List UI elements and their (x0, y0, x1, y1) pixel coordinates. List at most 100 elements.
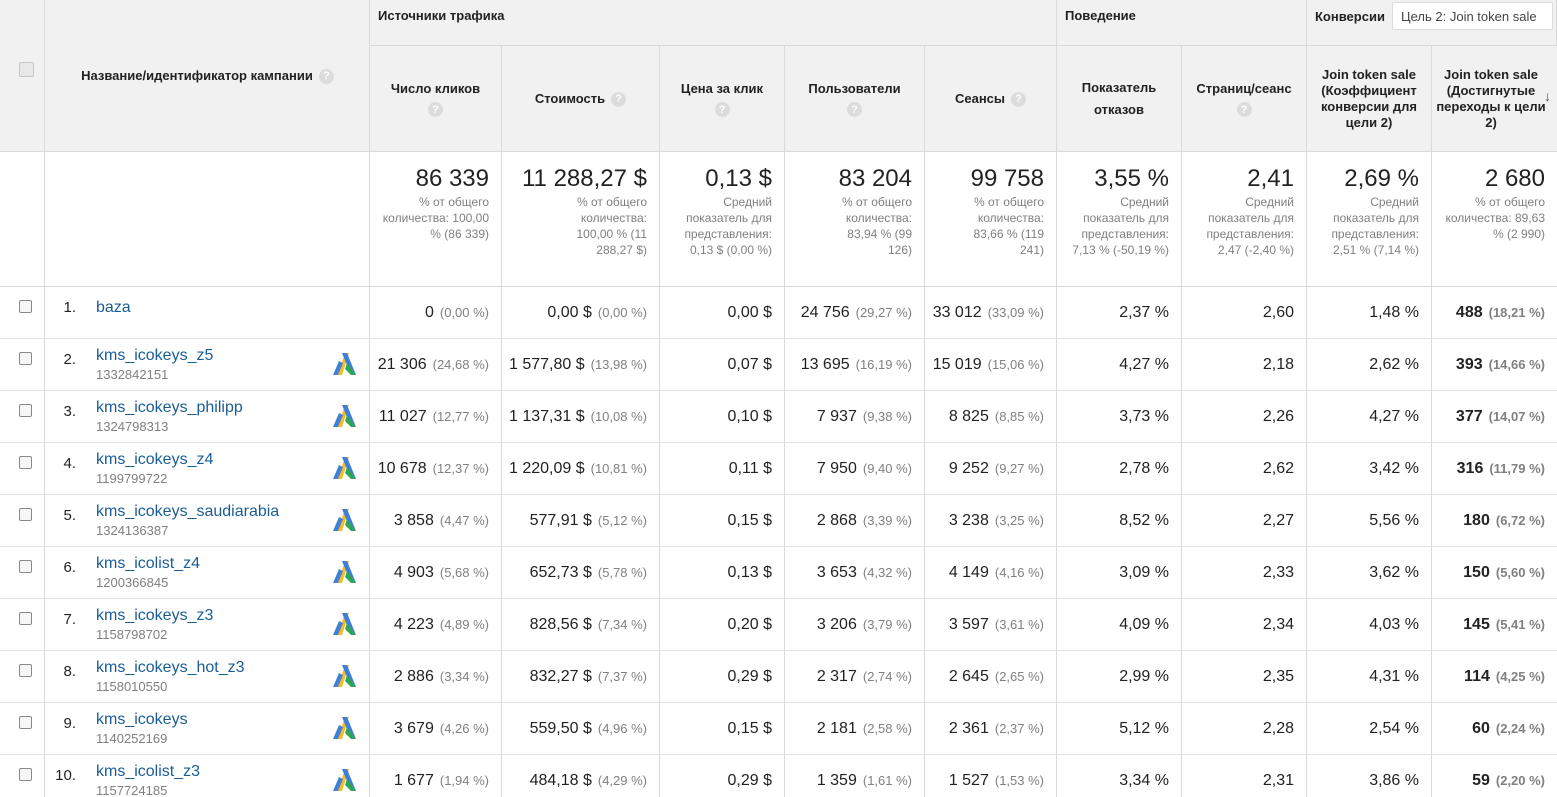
campaign-link[interactable]: kms_icolist_z3 (96, 763, 201, 780)
cell-sessions-percent: (3,25 %) (994, 513, 1044, 528)
row-checkbox[interactable] (19, 664, 32, 677)
help-icon[interactable]: ? (318, 68, 334, 84)
row-checkbox[interactable] (19, 300, 32, 313)
help-icon[interactable]: ? (428, 102, 443, 117)
col-cpc[interactable]: Цена за клик ? (660, 46, 785, 152)
campaign-column-header[interactable]: Название/идентификатор кампании ? (45, 0, 370, 152)
cell-comp-value: 316 (1456, 459, 1484, 477)
cell-clicks: 21 306 (24,68 %) (370, 339, 502, 390)
cell-clicks-percent: (24,68 %) (432, 357, 489, 372)
cell-cost-value: 1 577,80 $ (509, 355, 585, 373)
cell-pages-value: 2,34 (1262, 615, 1294, 633)
cell-users-percent: (9,38 %) (862, 409, 912, 424)
col-pages[interactable]: Страниц/сеанс ? (1182, 46, 1307, 152)
table-row: 6. kms_icolist_z4 1200366845 4 903 (5,68 %) 6… (0, 547, 1557, 599)
row-checkbox[interactable] (19, 560, 32, 573)
campaign-link[interactable]: kms_icokeys_hot_z3 (96, 659, 245, 676)
row-checkbox[interactable] (19, 456, 32, 469)
col-clicks[interactable]: Число кликов ? (370, 46, 502, 152)
header-checkbox-cell (0, 0, 45, 152)
cell-pages: 2,33 (1182, 547, 1307, 598)
row-checkbox[interactable] (19, 612, 32, 625)
row-checkbox[interactable] (19, 716, 32, 729)
campaign-link[interactable]: kms_icokeys_philipp (96, 399, 243, 416)
cell-users-percent: (1,61 %) (862, 773, 912, 788)
cell-cost-percent: (10,81 %) (590, 461, 647, 476)
help-icon[interactable]: ? (611, 91, 627, 107)
col-completions[interactable]: Join token sale (Достигнутые переходы к … (1432, 46, 1557, 152)
cell-sessions-percent: (2,65 %) (994, 669, 1044, 684)
goal-select[interactable]: Цель 2: Join token sale (1392, 2, 1553, 30)
cell-clicks-value: 0 (424, 303, 434, 321)
cell-users-percent: (4,32 %) (862, 565, 912, 580)
help-icon[interactable]: ? (714, 102, 730, 117)
row-checkbox-cell (0, 703, 45, 754)
col-cost[interactable]: Стоимость ? (502, 46, 660, 152)
row-checkbox-cell (0, 287, 45, 338)
cell-clicks: 4 903 (5,68 %) (370, 547, 502, 598)
col-completions-label: Join token sale (1444, 67, 1538, 82)
row-checkbox[interactable] (19, 508, 32, 521)
select-all-checkbox[interactable] (19, 62, 34, 77)
google-ads-icon (330, 713, 358, 741)
cell-clicks-percent: (4,89 %) (439, 617, 489, 632)
total-conv-rate-sub: Средний показатель для представления: 2,… (1331, 195, 1419, 257)
cell-sessions-value: 4 149 (948, 563, 989, 581)
cell-comp-percent: (4,25 %) (1495, 669, 1545, 684)
cell-users-value: 7 950 (816, 459, 857, 477)
cell-comp-percent: (5,41 %) (1495, 617, 1545, 632)
totals-empty-name (45, 152, 370, 287)
cell-bounce-value: 4,09 % (1119, 615, 1169, 633)
totals-row: 86 339 % от общего количества: 100,00 % … (0, 152, 1557, 287)
cell-cost: 832,27 $ (7,37 %) (502, 651, 660, 702)
cell-cost-value: 577,91 $ (529, 511, 592, 529)
row-number: 7. (63, 611, 76, 628)
campaign-link[interactable]: kms_icokeys_z4 (96, 451, 214, 468)
cell-cost-percent: (7,37 %) (597, 669, 647, 684)
campaign-link[interactable]: baza (96, 299, 131, 316)
cell-clicks-percent: (12,77 %) (432, 409, 489, 424)
col-sessions[interactable]: Сеансы ? (925, 46, 1057, 152)
cell-comp-value: 114 (1464, 667, 1490, 685)
cell-pages-value: 2,27 (1262, 511, 1294, 529)
help-icon[interactable]: ? (1236, 102, 1252, 117)
campaign-link[interactable]: kms_icokeys_saudiarabia (96, 503, 280, 520)
cell-pages: 2,62 (1182, 443, 1307, 494)
cell-cpc: 0,15 $ (660, 703, 785, 754)
cell-comp: 316 (11,79 %) (1432, 443, 1557, 494)
row-checkbox[interactable] (19, 352, 32, 365)
sort-desc-icon[interactable]: ↓ (1544, 88, 1551, 104)
row-number: 3. (63, 403, 76, 420)
cell-bounce-value: 2,99 % (1119, 667, 1169, 685)
help-icon[interactable]: ? (847, 102, 862, 117)
col-users[interactable]: Пользователи ? (785, 46, 925, 152)
campaign-id: 1158010550 (96, 679, 168, 694)
total-sessions: 99 758 % от общего количества: 83,66 % (… (925, 152, 1057, 287)
col-conv-rate[interactable]: Join token sale (Коэффициент конверсии д… (1307, 46, 1432, 152)
cell-cost-percent: (5,12 %) (597, 513, 647, 528)
cell-cpc-value: 0,29 $ (727, 771, 772, 789)
cell-cost-percent: (13,98 %) (590, 357, 647, 372)
cell-sessions: 2 361 (2,37 %) (925, 703, 1057, 754)
campaign-link[interactable]: kms_icolist_z4 (96, 555, 201, 572)
row-checkbox[interactable] (19, 768, 32, 781)
help-icon[interactable]: ? (1011, 91, 1027, 107)
cell-cpc-value: 0,11 $ (728, 459, 772, 477)
campaign-link[interactable]: kms_icokeys_z5 (96, 347, 214, 364)
total-cpc-value: 0,13 $ (705, 165, 772, 192)
cell-pages-value: 2,18 (1262, 355, 1294, 373)
cell-sessions-percent: (9,27 %) (994, 461, 1044, 476)
col-bounce[interactable]: Показатель отказов (1057, 46, 1182, 152)
cell-bounce-value: 3,34 % (1119, 771, 1169, 789)
campaign-link[interactable]: kms_icokeys (96, 711, 188, 728)
google-ads-icon (330, 557, 358, 585)
total-users: 83 204 % от общего количества: 83,94 % (… (785, 152, 925, 287)
table-row: 2. kms_icokeys_z5 1332842151 21 306 (24,68 %… (0, 339, 1557, 391)
total-pages-sub: Средний показатель для представления: 2,… (1206, 195, 1294, 257)
cell-sessions-percent: (2,37 %) (994, 721, 1044, 736)
totals-empty-check (0, 152, 45, 287)
row-checkbox[interactable] (19, 404, 32, 417)
cell-conv-value: 3,62 % (1369, 563, 1419, 581)
cell-cost-percent: (4,96 %) (597, 721, 647, 736)
campaign-link[interactable]: kms_icokeys_z3 (96, 607, 214, 624)
